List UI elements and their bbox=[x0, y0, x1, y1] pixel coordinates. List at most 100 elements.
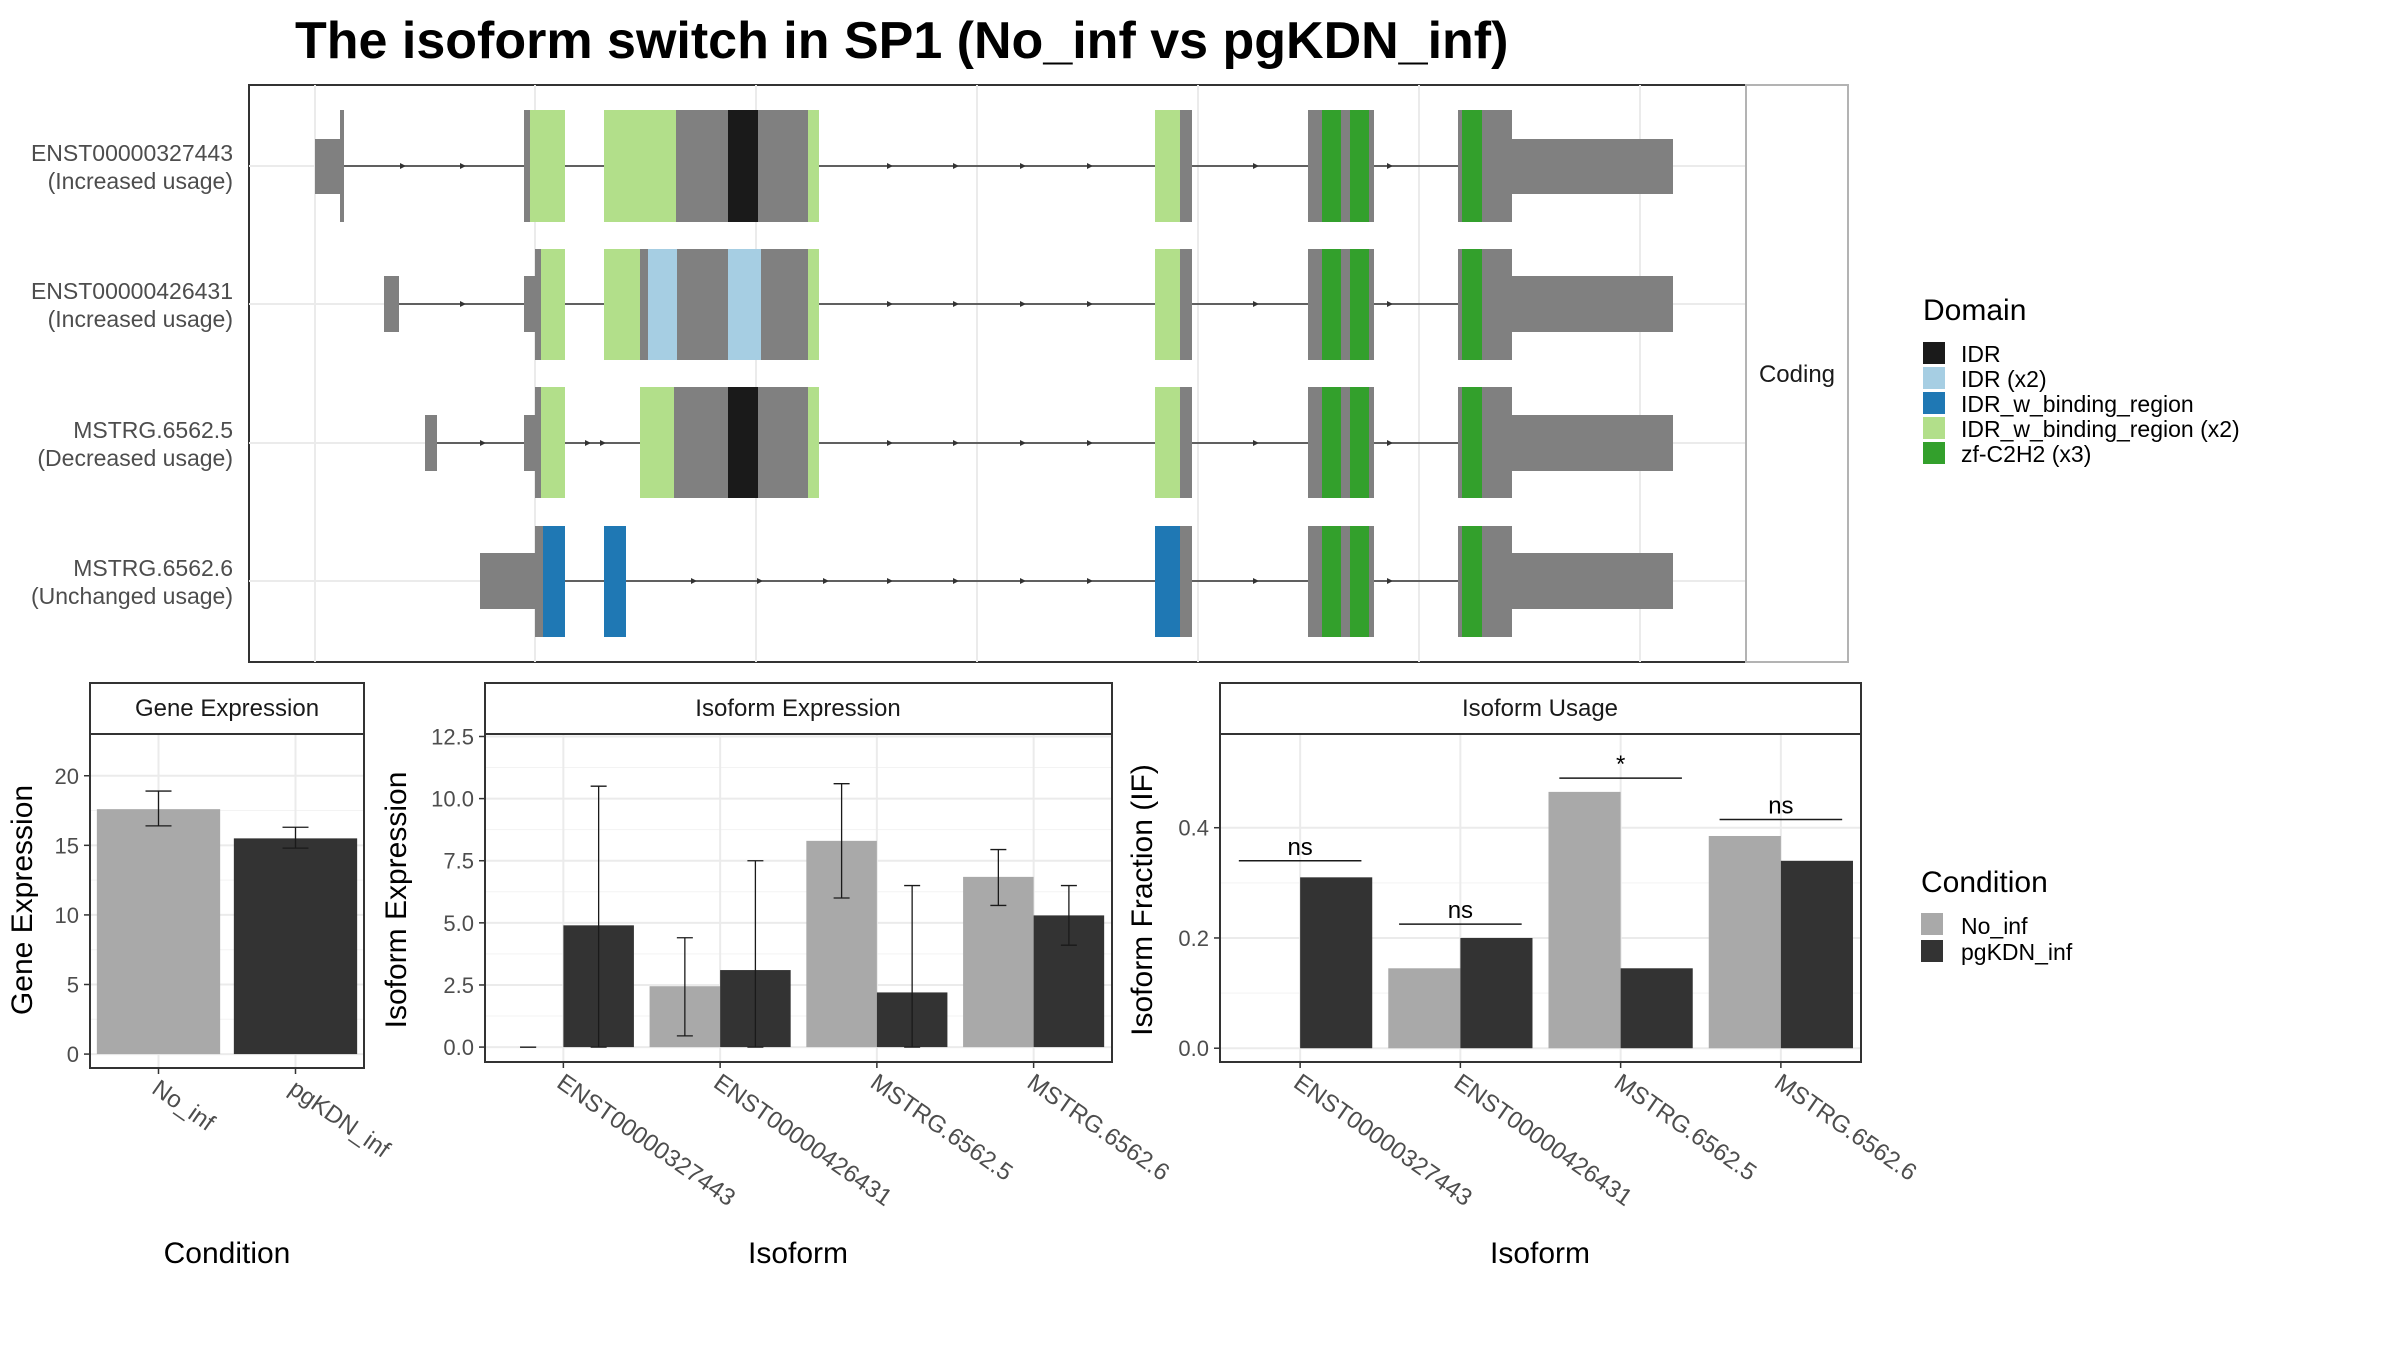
utr-exon bbox=[315, 139, 342, 194]
condition-legend-label: pgKDN_inf bbox=[1961, 939, 2073, 965]
y-tick-label: 12.5 bbox=[431, 724, 474, 749]
y-tick-label: 10 bbox=[55, 903, 79, 928]
transcript-label-3-name: MSTRG.6562.5 bbox=[73, 417, 233, 443]
intron-arrows bbox=[460, 301, 1393, 307]
domain-legend-label: IDR_w_binding_region bbox=[1961, 391, 2194, 417]
isoform-expression-strip-title: Isoform Expression bbox=[695, 695, 900, 722]
condition-legend-swatch bbox=[1921, 913, 1943, 935]
isoform-usage-panel: Isoform Usage nsns*ns0.00.20.4ENST000003… bbox=[1126, 682, 1922, 1270]
domain-idr-w-binding-x2 bbox=[1155, 387, 1180, 498]
domain-legend-label: IDR_w_binding_region (x2) bbox=[1961, 416, 2240, 442]
domain-idr-w-binding bbox=[604, 526, 626, 637]
transcript-track-3 bbox=[425, 387, 1673, 498]
condition-legend-title: Condition bbox=[1921, 866, 2048, 899]
domain-idr-w-binding-x2 bbox=[808, 387, 819, 498]
plot-border bbox=[1219, 733, 1862, 1063]
domain-idr-w-binding bbox=[543, 526, 565, 637]
y-tick-label: 0.2 bbox=[1178, 926, 1209, 951]
domain-legend-label: IDR (x2) bbox=[1961, 366, 2047, 392]
y-tick-label: 2.5 bbox=[443, 973, 474, 998]
domain-zf-c2h2 bbox=[1462, 387, 1482, 498]
domain-zf-c2h2 bbox=[1350, 387, 1369, 498]
plot-border bbox=[89, 733, 365, 1069]
x-tick-label: pgKDN_inf bbox=[284, 1075, 395, 1164]
domain-zf-c2h2 bbox=[1462, 526, 1482, 637]
domain-zf-c2h2 bbox=[1322, 249, 1341, 360]
domain-legend-label: zf-C2H2 (x3) bbox=[1961, 441, 2091, 467]
x-tick-label: No_inf bbox=[147, 1075, 220, 1137]
utr-exon bbox=[384, 276, 399, 332]
y-tick-label: 0.4 bbox=[1178, 816, 1209, 841]
gene-expression-y-title: Gene Expression bbox=[6, 785, 39, 1015]
domain-idr-w-binding-x2 bbox=[640, 387, 674, 498]
plot-border bbox=[484, 733, 1113, 1063]
transcript-label-4-name: MSTRG.6562.6 bbox=[73, 555, 233, 581]
isoform-expression-strip bbox=[484, 682, 1113, 735]
utr-exon bbox=[480, 553, 536, 609]
utr-exon bbox=[1510, 276, 1673, 332]
utr-exon bbox=[425, 415, 437, 471]
domain-zf-c2h2 bbox=[1462, 110, 1482, 222]
gene-expression-strip-title: Gene Expression bbox=[135, 695, 319, 722]
y-tick-label: 0.0 bbox=[1178, 1036, 1209, 1061]
intron-arrows bbox=[400, 163, 1393, 169]
isoform-usage-y-title: Isoform Fraction (IF) bbox=[1126, 764, 1159, 1036]
transcript-label-2-name: ENST00000426431 bbox=[31, 278, 233, 304]
significance-label: ns bbox=[1448, 897, 1473, 924]
y-tick-label: 15 bbox=[55, 833, 79, 858]
bar-no-inf bbox=[1548, 791, 1621, 1049]
bar-no-inf bbox=[96, 809, 221, 1055]
utr-exon bbox=[524, 276, 536, 332]
isoform-expression-y-title: Isoform Expression bbox=[380, 772, 413, 1029]
utr-exon bbox=[1510, 415, 1673, 471]
domain-idr-w-binding-x2 bbox=[604, 249, 640, 360]
domain-idr-w-binding-x2 bbox=[541, 249, 565, 360]
domain-idr bbox=[728, 387, 758, 498]
domain-zf-c2h2 bbox=[1322, 526, 1341, 637]
y-tick-label: 0.0 bbox=[443, 1035, 474, 1060]
isoform-usage-strip-title: Isoform Usage bbox=[1462, 695, 1618, 722]
y-tick-label: 7.5 bbox=[443, 849, 474, 874]
coding-strip bbox=[1745, 84, 1849, 663]
domain-idr-w-binding-x2 bbox=[808, 249, 819, 360]
domain-idr-w-binding-x2 bbox=[541, 387, 565, 498]
bar-pgkdn-inf bbox=[1300, 877, 1373, 1049]
x-tick-label: MSTRG.6562.5 bbox=[865, 1069, 1017, 1187]
domain-idr bbox=[728, 110, 758, 222]
domain-legend-swatch bbox=[1923, 392, 1945, 414]
utr-exon bbox=[524, 415, 536, 471]
domain-zf-c2h2 bbox=[1350, 110, 1369, 222]
domain-legend-swatch bbox=[1923, 367, 1945, 389]
y-tick-label: 20 bbox=[55, 764, 79, 789]
transcript-label-2-usage: (Increased usage) bbox=[48, 306, 233, 332]
isoform-expression-x-title: Isoform bbox=[748, 1237, 848, 1270]
condition-legend-label: No_inf bbox=[1961, 913, 2028, 939]
y-tick-label: 5.0 bbox=[443, 911, 474, 936]
significance-label: * bbox=[1616, 751, 1625, 778]
domain-legend-swatch bbox=[1923, 342, 1945, 364]
transcript-label-3-usage: (Decreased usage) bbox=[37, 445, 233, 471]
bar-no-inf bbox=[1708, 835, 1781, 1049]
domain-idr-x2 bbox=[728, 249, 761, 360]
x-tick-label: MSTRG.6562.6 bbox=[1022, 1069, 1174, 1187]
coding-strip-label: Coding bbox=[1759, 361, 1835, 388]
x-tick-label: MSTRG.6562.6 bbox=[1769, 1069, 1921, 1187]
domain-legend-swatch bbox=[1923, 442, 1945, 464]
bar-no-inf bbox=[1388, 968, 1461, 1049]
significance-label: ns bbox=[1768, 792, 1793, 819]
bar-pgkdn-inf bbox=[1620, 968, 1693, 1049]
isoform-expression-plot: 0.02.55.07.510.012.5ENST00000327443ENST0… bbox=[431, 724, 1174, 1211]
domain-idr-x2 bbox=[648, 249, 677, 360]
domain-idr-w-binding bbox=[1155, 526, 1180, 637]
significance-label: ns bbox=[1287, 834, 1312, 861]
intron-arrows bbox=[480, 440, 1393, 446]
domain-zf-c2h2 bbox=[1462, 249, 1482, 360]
y-tick-label: 5 bbox=[67, 973, 79, 998]
domain-legend: Domain IDR IDR (x2) IDR_w_binding_region… bbox=[1923, 294, 2240, 467]
x-tick-label: MSTRG.6562.5 bbox=[1609, 1069, 1761, 1187]
transcript-track-4 bbox=[480, 526, 1673, 637]
domain-legend-label: IDR bbox=[1961, 341, 2001, 367]
isoform-usage-x-title: Isoform bbox=[1490, 1237, 1590, 1270]
domain-zf-c2h2 bbox=[1322, 387, 1341, 498]
